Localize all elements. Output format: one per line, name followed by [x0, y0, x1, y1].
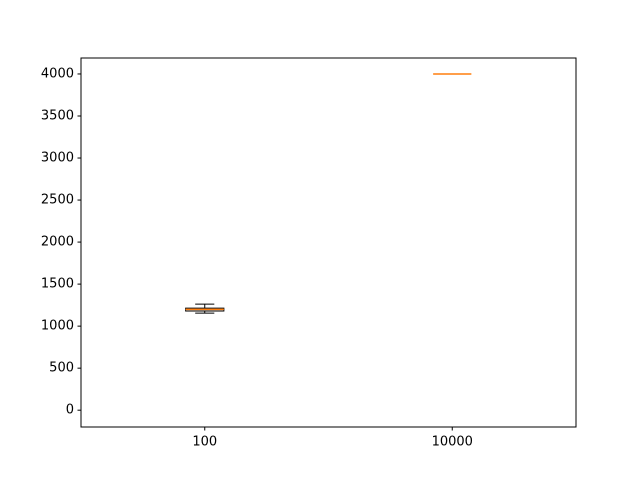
- x-tick-label: 10000: [432, 435, 473, 450]
- y-tick-label: 3000: [41, 151, 74, 166]
- y-tick-label: 1000: [41, 319, 74, 334]
- axes-frame: [80, 57, 577, 428]
- y-tick-label: 0: [66, 403, 74, 418]
- y-tick-label: 2000: [41, 235, 74, 250]
- y-tick-label: 500: [49, 361, 74, 376]
- y-tick-label: 3500: [41, 108, 74, 123]
- y-tick-label: 1500: [41, 277, 74, 292]
- y-tick-label: 4000: [41, 66, 74, 81]
- x-tick-label: 100: [192, 435, 217, 450]
- y-tick-label: 2500: [41, 193, 74, 208]
